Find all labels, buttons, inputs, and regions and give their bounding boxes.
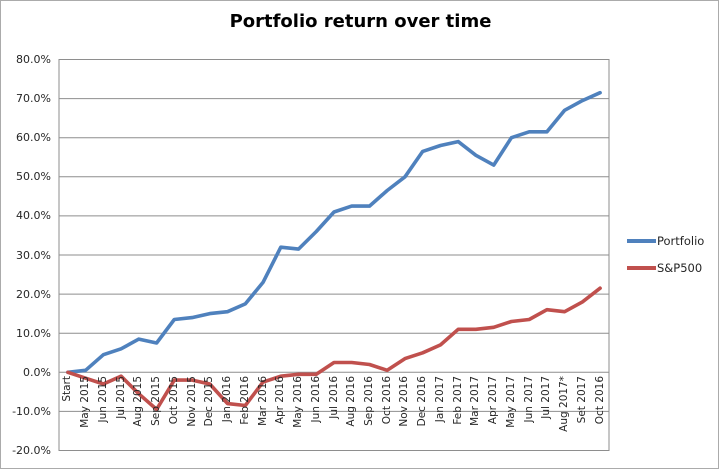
x-tick-label: Start: [61, 376, 74, 402]
x-tick-label: Jul 2017: [540, 376, 553, 420]
x-tick-label: Mar 2017: [469, 376, 482, 427]
x-tick-label: Oct 2015: [167, 376, 180, 425]
x-tick-label: Jul 2016: [327, 376, 340, 420]
x-tick-label: Aug 2017*: [558, 376, 571, 433]
x-tick-label: May 2016: [292, 376, 305, 429]
x-tick-label: Jan 2016: [221, 376, 234, 423]
x-tick-label: Nov 2016: [398, 376, 411, 427]
y-tick-label: 10.0%: [16, 326, 51, 340]
portfolio-line-swatch: [627, 238, 656, 243]
x-tick-label: Jul 2015: [114, 376, 127, 420]
x-tick-label: Aug 2016: [345, 376, 358, 427]
x-tick-label: Nov 2015: [185, 376, 198, 427]
y-tick-label: 0.0%: [23, 365, 51, 379]
legend-item-sp500: S&P500: [627, 260, 704, 275]
y-tick-label: 50.0%: [16, 170, 51, 184]
y-tick-label: 80.0%: [16, 53, 51, 66]
legend: Portfolio S&P500: [627, 233, 704, 287]
x-tick-label: Oct 2016: [593, 376, 606, 425]
portfolio-series-line: [66, 90, 602, 375]
y-tick-label: 60.0%: [16, 131, 51, 145]
x-tick-label: Jun 2015: [96, 376, 109, 423]
x-tick-label: Aug 2015: [132, 376, 145, 427]
legend-label-sp500: S&P500: [657, 260, 703, 275]
x-tick-label: May 2017: [504, 376, 517, 429]
y-tick-label: -20.0%: [12, 444, 51, 457]
x-tick-label: Dec 2015: [203, 376, 216, 427]
y-tick-label: -10.0%: [12, 404, 51, 418]
x-tick-label: Set 2017: [575, 376, 588, 424]
y-tick-label: 70.0%: [16, 92, 51, 106]
x-tick-label: Jun 2017: [522, 376, 535, 423]
x-tick-label: Sep 2015: [150, 376, 163, 427]
sp500-series-line: [66, 286, 602, 412]
x-tick-label: Mar 2016: [256, 376, 269, 427]
x-tick-label: Feb 2017: [451, 376, 464, 425]
legend-label-portfolio: Portfolio: [657, 233, 705, 248]
legend-item-portfolio: Portfolio: [627, 233, 704, 248]
chart-title: Portfolio return over time: [229, 11, 492, 32]
plot-border: [58, 59, 610, 451]
x-tick-label: Dec 2016: [416, 376, 429, 427]
y-tick-label: 20.0%: [16, 287, 51, 301]
x-tick-label: Sep 2016: [362, 376, 375, 427]
x-tick-label: Jan 2017: [433, 376, 446, 423]
x-tick-label: Apr 2017: [487, 376, 500, 425]
x-tick-label: Feb 2016: [238, 376, 251, 425]
x-tick-label: Apr 2016: [274, 376, 287, 425]
y-tick-label: 30.0%: [16, 248, 51, 262]
x-tick-label: Oct 2016: [380, 376, 393, 425]
x-tick-label: May 2015: [79, 376, 92, 429]
sp500-line-swatch: [627, 265, 656, 270]
x-tick-label: Jun 2016: [309, 376, 322, 423]
y-tick-label: 40.0%: [16, 209, 51, 223]
